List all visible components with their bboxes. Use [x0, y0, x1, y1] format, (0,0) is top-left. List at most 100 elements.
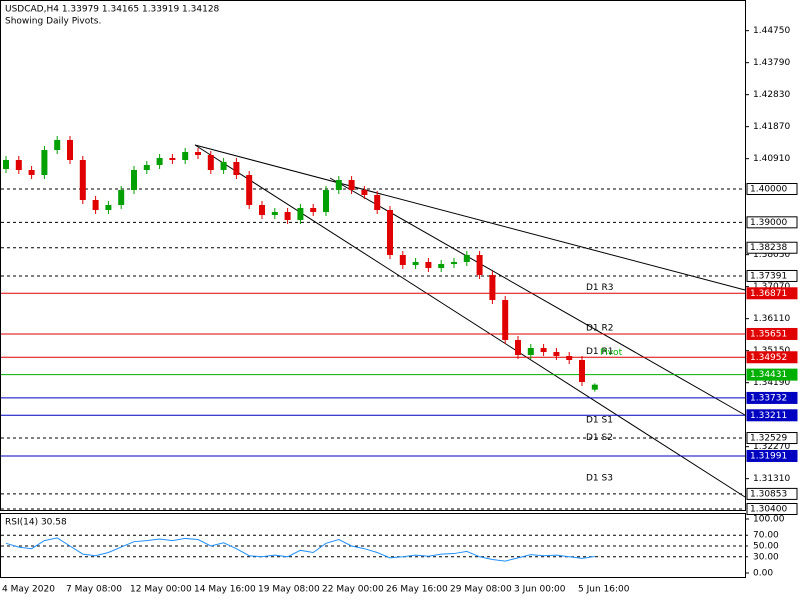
candle-body: [169, 158, 176, 160]
rsi-line: [5, 537, 595, 562]
x-tick-label: 29 May 08:00: [450, 585, 512, 595]
level-label-box: [746, 241, 798, 254]
x-tick-label: 22 May 00:00: [322, 585, 384, 595]
x-tick-label: 3 Jun 00:00: [514, 585, 566, 595]
candle-body: [348, 180, 355, 190]
level-label: 1.36871: [750, 289, 787, 299]
level-label-box: [746, 327, 798, 340]
candle-body: [92, 200, 99, 210]
candle-body: [515, 340, 521, 355]
rsi-tick-label: 0.00: [753, 569, 773, 579]
y-tick-label: 1.42830: [753, 90, 790, 100]
candle-body: [3, 160, 9, 169]
candle-body: [28, 170, 35, 175]
candle-body: [284, 212, 291, 220]
level-label-box: [746, 183, 798, 195]
pivot-name: D1 S1: [586, 415, 613, 425]
level-label-box: [746, 269, 798, 282]
candle-body: [259, 205, 265, 215]
x-tick-label: 4 May 2020: [2, 585, 55, 595]
pivot-name: D1 R3: [586, 283, 614, 293]
candle-body: [566, 356, 573, 360]
candle-body: [579, 360, 585, 382]
level-label-box: [746, 287, 798, 300]
candle-body: [412, 262, 419, 265]
candle-body: [591, 384, 598, 390]
candle-body: [502, 300, 509, 340]
candle-body: [15, 160, 22, 170]
candle-body: [297, 208, 304, 220]
candle-body: [374, 195, 381, 210]
candle-body: [220, 162, 227, 170]
chart-subtitle: Showing Daily Pivots.: [5, 17, 101, 27]
chart-title: USDCAD,H4 1.33979 1.34165 1.33919 1.3412…: [5, 5, 220, 15]
candle-body: [271, 212, 278, 215]
trendline: [194, 144, 746, 291]
pivot-name: D1 R1: [586, 347, 614, 357]
y-tick-label: 1.41870: [753, 122, 790, 132]
level-label: 1.33211: [750, 411, 787, 421]
candle-body: [143, 165, 150, 170]
candle-body: [79, 160, 86, 200]
y-tick-label: 1.40910: [753, 154, 790, 164]
rsi-title: RSI(14) 30.58: [5, 518, 67, 528]
candle-body: [463, 255, 470, 262]
candle-body: [361, 190, 368, 195]
candle-body: [67, 140, 73, 160]
candle-body: [310, 208, 317, 212]
candle-body: [527, 348, 534, 355]
candle-body: [233, 162, 240, 175]
y-tick-label: 1.38030: [753, 250, 790, 260]
level-label-box: [746, 391, 798, 404]
x-tick-label: 12 May 00:00: [130, 585, 192, 595]
rsi-tick-label: 50.00: [753, 542, 779, 552]
candle-body: [156, 158, 163, 165]
candle-body: [182, 152, 189, 160]
candle-body: [41, 150, 48, 175]
candle-body: [438, 264, 445, 268]
x-tick-label: 5 Jun 16:00: [578, 585, 630, 595]
candle-body: [489, 275, 496, 300]
level-label-box: [746, 487, 798, 500]
trendline: [329, 177, 746, 416]
main-frame: [0, 0, 746, 511]
level-label-box: [746, 216, 798, 229]
candle-body: [387, 210, 393, 255]
level-label-box: [746, 449, 798, 462]
y-tick-label: 1.32270: [753, 442, 790, 452]
trendline: [194, 144, 746, 498]
y-tick-label: 1.34190: [753, 378, 790, 388]
candle-body: [399, 255, 406, 265]
candle-body: [540, 348, 547, 352]
candle-body: [54, 140, 61, 150]
level-label-box: [746, 409, 798, 422]
level-label: 1.30853: [750, 489, 787, 499]
level-label: 1.30400: [750, 505, 787, 515]
y-tick-label: 1.36110: [753, 314, 790, 324]
level-label: 1.37391: [750, 271, 787, 281]
candle-body: [105, 205, 112, 210]
pivot-name: D1 S3: [586, 473, 613, 483]
rsi-tick-label: 70.00: [753, 531, 779, 541]
y-tick-label: 1.35150: [753, 346, 790, 356]
candle-body: [323, 190, 329, 212]
pivot-name: Pivot: [600, 348, 623, 358]
y-tick-label: 1.37070: [753, 282, 790, 292]
candle-body: [131, 170, 137, 190]
x-tick-label: 26 May 16:00: [386, 585, 448, 595]
level-label: 1.34952: [750, 353, 787, 363]
level-label: 1.39000: [750, 218, 787, 228]
candle-body: [476, 255, 483, 275]
level-label: 1.34431: [750, 370, 787, 380]
rsi-tick-label: 30.00: [753, 552, 779, 562]
candle-body: [425, 262, 432, 268]
pivot-name: D1 R2: [586, 323, 614, 333]
level-label-box: [746, 368, 798, 381]
level-label: 1.40000: [750, 185, 787, 195]
candle-body: [451, 262, 457, 264]
level-label-box: [746, 503, 798, 515]
candle-body: [195, 152, 201, 155]
level-label: 1.38238: [750, 243, 787, 253]
y-tick-label: 1.31310: [753, 474, 790, 484]
